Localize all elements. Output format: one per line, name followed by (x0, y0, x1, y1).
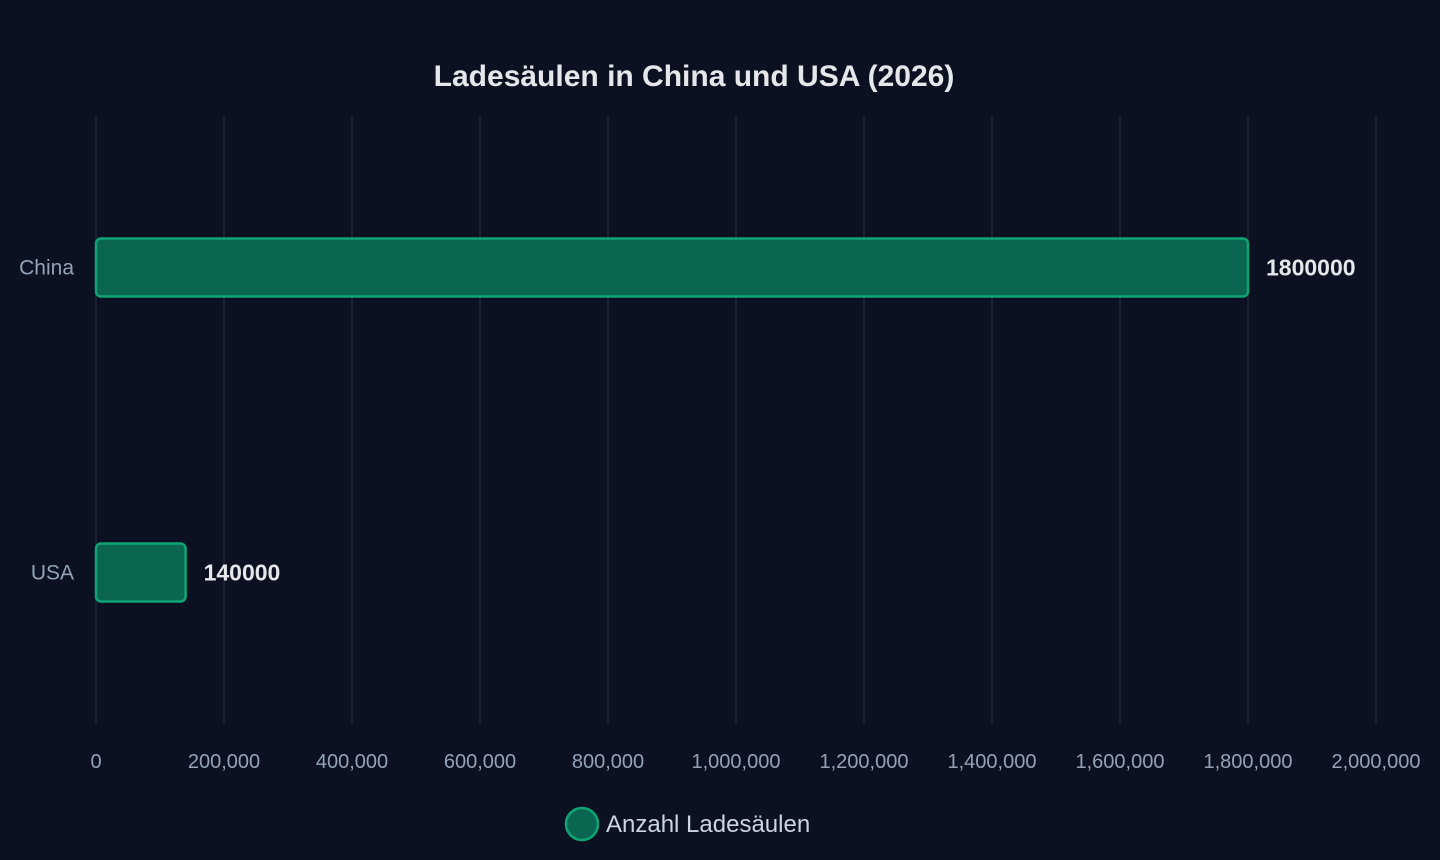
data-labels: 1800000 140000 (204, 255, 1356, 586)
legend-swatch (564, 806, 600, 842)
category-label-usa: USA (31, 562, 74, 585)
x-tick-label: 600,000 (444, 751, 516, 773)
data-label-usa: 140000 (204, 560, 281, 586)
value-axis: 0 200,000 400,000 600,000 800,000 1,000,000 1,… (90, 751, 1420, 773)
x-tick-label: 0 (90, 751, 101, 773)
chart-title: Ladesäulen in China und USA (2026) (434, 60, 955, 93)
x-tick-label: 1,600,000 (1076, 751, 1165, 773)
data-label-china: 1800000 (1266, 255, 1356, 281)
legend-label: Anzahl Ladesäulen (606, 811, 810, 838)
x-tick-label: 1,200,000 (820, 751, 909, 773)
x-tick-label: 1,400,000 (948, 751, 1037, 773)
x-tick-label: 2,000,000 (1332, 751, 1421, 773)
bar-china[interactable] (94, 237, 1250, 298)
x-tick-label: 400,000 (316, 751, 388, 773)
legend[interactable]: Anzahl Ladesäulen (564, 806, 810, 842)
grid-lines (95, 115, 1377, 725)
x-tick-label: 1,800,000 (1204, 751, 1293, 773)
category-label-china: China (19, 257, 74, 280)
category-axis: China USA (19, 257, 74, 585)
bars (94, 237, 1250, 603)
bar-usa[interactable] (94, 542, 187, 603)
x-tick-label: 800,000 (572, 751, 644, 773)
x-tick-label: 1,000,000 (692, 751, 781, 773)
x-tick-label: 200,000 (188, 751, 260, 773)
